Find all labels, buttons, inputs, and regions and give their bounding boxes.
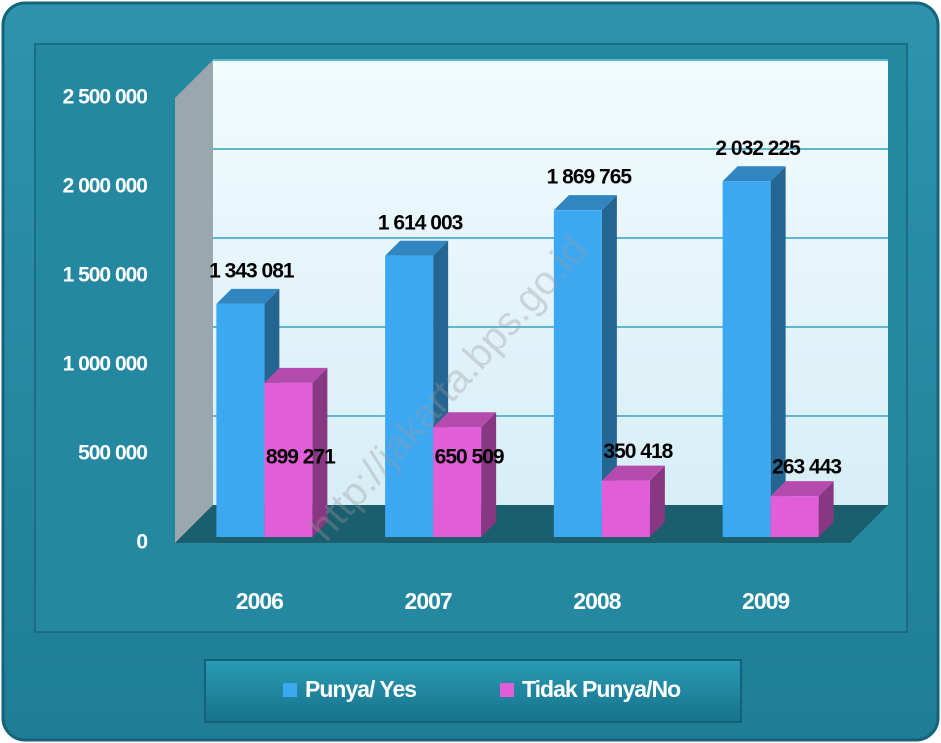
legend: Punya/ Yes Tidak Punya/No bbox=[283, 676, 682, 702]
value-label: 1 343 081 bbox=[209, 259, 295, 282]
bar-top bbox=[601, 465, 665, 481]
bar bbox=[264, 382, 313, 537]
x-tick-label: 2006 bbox=[236, 588, 283, 614]
bar-side bbox=[312, 367, 328, 537]
plot-area: 0 500 000 1 000 000 1 500 000 2 000 000 2 500… bbox=[63, 59, 888, 614]
bar bbox=[601, 480, 650, 537]
bar bbox=[385, 255, 434, 537]
bar bbox=[216, 303, 265, 537]
y-tick-label: 1 000 000 bbox=[63, 353, 148, 376]
x-tick-label: 2008 bbox=[573, 588, 621, 614]
value-label: 899 271 bbox=[266, 446, 336, 469]
bar-top bbox=[722, 166, 786, 182]
legend-label: Tidak Punya/No bbox=[522, 676, 681, 702]
side-wall bbox=[175, 60, 213, 543]
y-tick-label: 2 500 000 bbox=[63, 86, 148, 109]
bar-top bbox=[385, 240, 449, 256]
bar bbox=[433, 427, 482, 537]
y-tick-label: 2 000 000 bbox=[63, 175, 148, 198]
value-label: 350 418 bbox=[603, 440, 673, 463]
back-wall bbox=[213, 60, 888, 505]
y-tick-label: 500 000 bbox=[78, 442, 147, 465]
bar-side bbox=[818, 481, 834, 537]
legend-label: Punya/ Yes bbox=[305, 676, 416, 702]
bar-top bbox=[553, 195, 617, 211]
y-tick-label: 1 500 000 bbox=[63, 264, 148, 287]
y-tick-label: 0 bbox=[136, 531, 147, 554]
value-label: 650 509 bbox=[435, 446, 504, 469]
bar bbox=[770, 496, 819, 537]
value-label: 1 869 765 bbox=[547, 166, 633, 189]
bar-top bbox=[770, 481, 834, 497]
value-label: 1 614 003 bbox=[378, 211, 463, 234]
bar-side bbox=[770, 166, 786, 537]
bar bbox=[553, 210, 602, 537]
x-tick-label: 2007 bbox=[405, 588, 452, 614]
bar bbox=[722, 181, 771, 537]
bar-top bbox=[216, 288, 280, 304]
bar-top bbox=[433, 412, 497, 428]
bar-side bbox=[649, 465, 665, 537]
legend-swatch bbox=[500, 683, 514, 697]
bar-side bbox=[481, 412, 497, 537]
value-label: 2 032 225 bbox=[715, 137, 801, 160]
bar-side bbox=[601, 195, 617, 537]
x-tick-label: 2009 bbox=[742, 588, 789, 614]
value-label: 263 443 bbox=[772, 456, 841, 479]
floor bbox=[175, 505, 888, 543]
bar-top bbox=[264, 367, 328, 383]
legend-swatch bbox=[283, 683, 297, 697]
